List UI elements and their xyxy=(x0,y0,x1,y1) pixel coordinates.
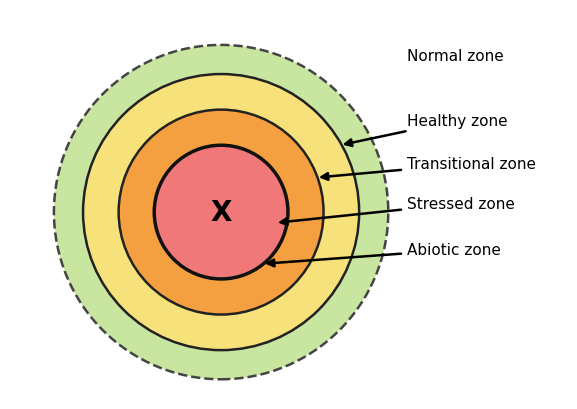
Circle shape xyxy=(54,46,388,379)
Text: Transitional zone: Transitional zone xyxy=(321,157,535,180)
Text: Stressed zone: Stressed zone xyxy=(280,196,515,225)
Circle shape xyxy=(154,146,288,279)
Circle shape xyxy=(83,75,359,350)
Text: Abiotic zone: Abiotic zone xyxy=(268,243,500,267)
Circle shape xyxy=(119,110,324,315)
Text: Healthy zone: Healthy zone xyxy=(345,114,507,146)
Text: Normal zone: Normal zone xyxy=(407,49,503,64)
Text: X: X xyxy=(211,199,232,227)
